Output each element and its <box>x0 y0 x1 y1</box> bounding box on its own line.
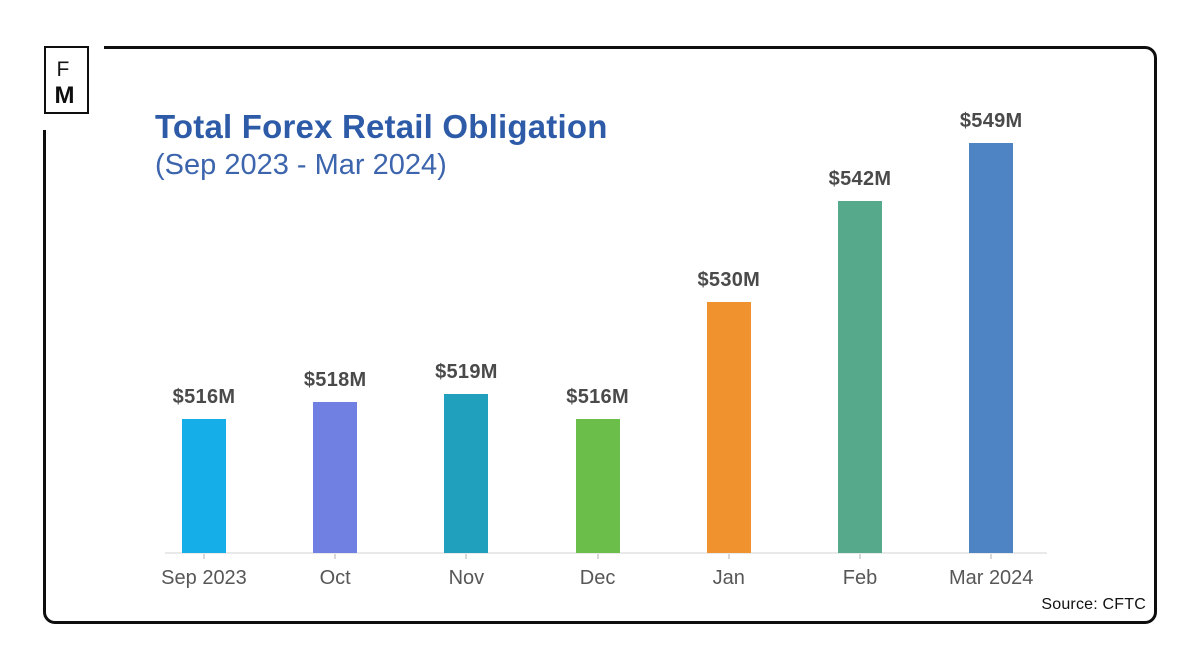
bar-value-label-jan: $530M <box>697 269 761 291</box>
bar-value-label-feb: $542M <box>828 168 892 190</box>
x-axis-tick <box>859 554 861 559</box>
x-axis-tick <box>465 554 468 559</box>
x-axis-label-mar-2024: Mar 2024 <box>948 567 1034 589</box>
bar-oct <box>313 402 358 553</box>
x-axis-label-nov: Nov <box>448 567 485 589</box>
x-axis-label-jan: Jan <box>712 567 745 589</box>
bar-value-label-dec: $516M <box>566 386 629 408</box>
fm-logo-box: F M <box>43 46 89 114</box>
bar-value-label-sep-2023: $516M <box>172 386 236 408</box>
source-credit: Source: CFTC <box>1041 596 1146 613</box>
chart-title: Total Forex Retail Obligation <box>155 108 608 145</box>
x-axis-label-sep-2023: Sep 2023 <box>161 567 247 589</box>
x-axis-label-feb: Feb <box>842 567 878 589</box>
x-axis-tick <box>990 554 993 559</box>
brand-logo: F M <box>28 30 104 130</box>
x-axis-line <box>165 552 1047 554</box>
logo-letter-f: F <box>56 58 70 81</box>
logo-letter-m: M <box>54 82 75 109</box>
chart-subtitle: (Sep 2023 - Mar 2024) <box>155 149 447 181</box>
x-axis-tick <box>334 554 337 559</box>
bar-feb <box>838 201 882 553</box>
x-axis-tick <box>727 554 730 559</box>
bar-value-label-mar-2024: $549M <box>959 110 1023 132</box>
bar-nov <box>444 394 489 553</box>
title-block: Total Forex Retail Obligation (Sep 2023 … <box>155 107 608 184</box>
x-axis-tick <box>203 554 205 559</box>
bar-jan <box>706 302 751 553</box>
bar-sep-2023 <box>182 419 226 553</box>
bar-mar-2024 <box>969 143 1014 553</box>
x-axis-tick <box>596 554 599 559</box>
x-axis-label-oct: Oct <box>319 567 351 589</box>
chart-frame-border <box>43 46 1157 624</box>
bar-value-label-oct: $518M <box>303 369 367 391</box>
x-axis-label-dec: Dec <box>579 567 616 589</box>
bar-value-label-nov: $519M <box>435 361 498 383</box>
bar-dec <box>575 419 620 553</box>
